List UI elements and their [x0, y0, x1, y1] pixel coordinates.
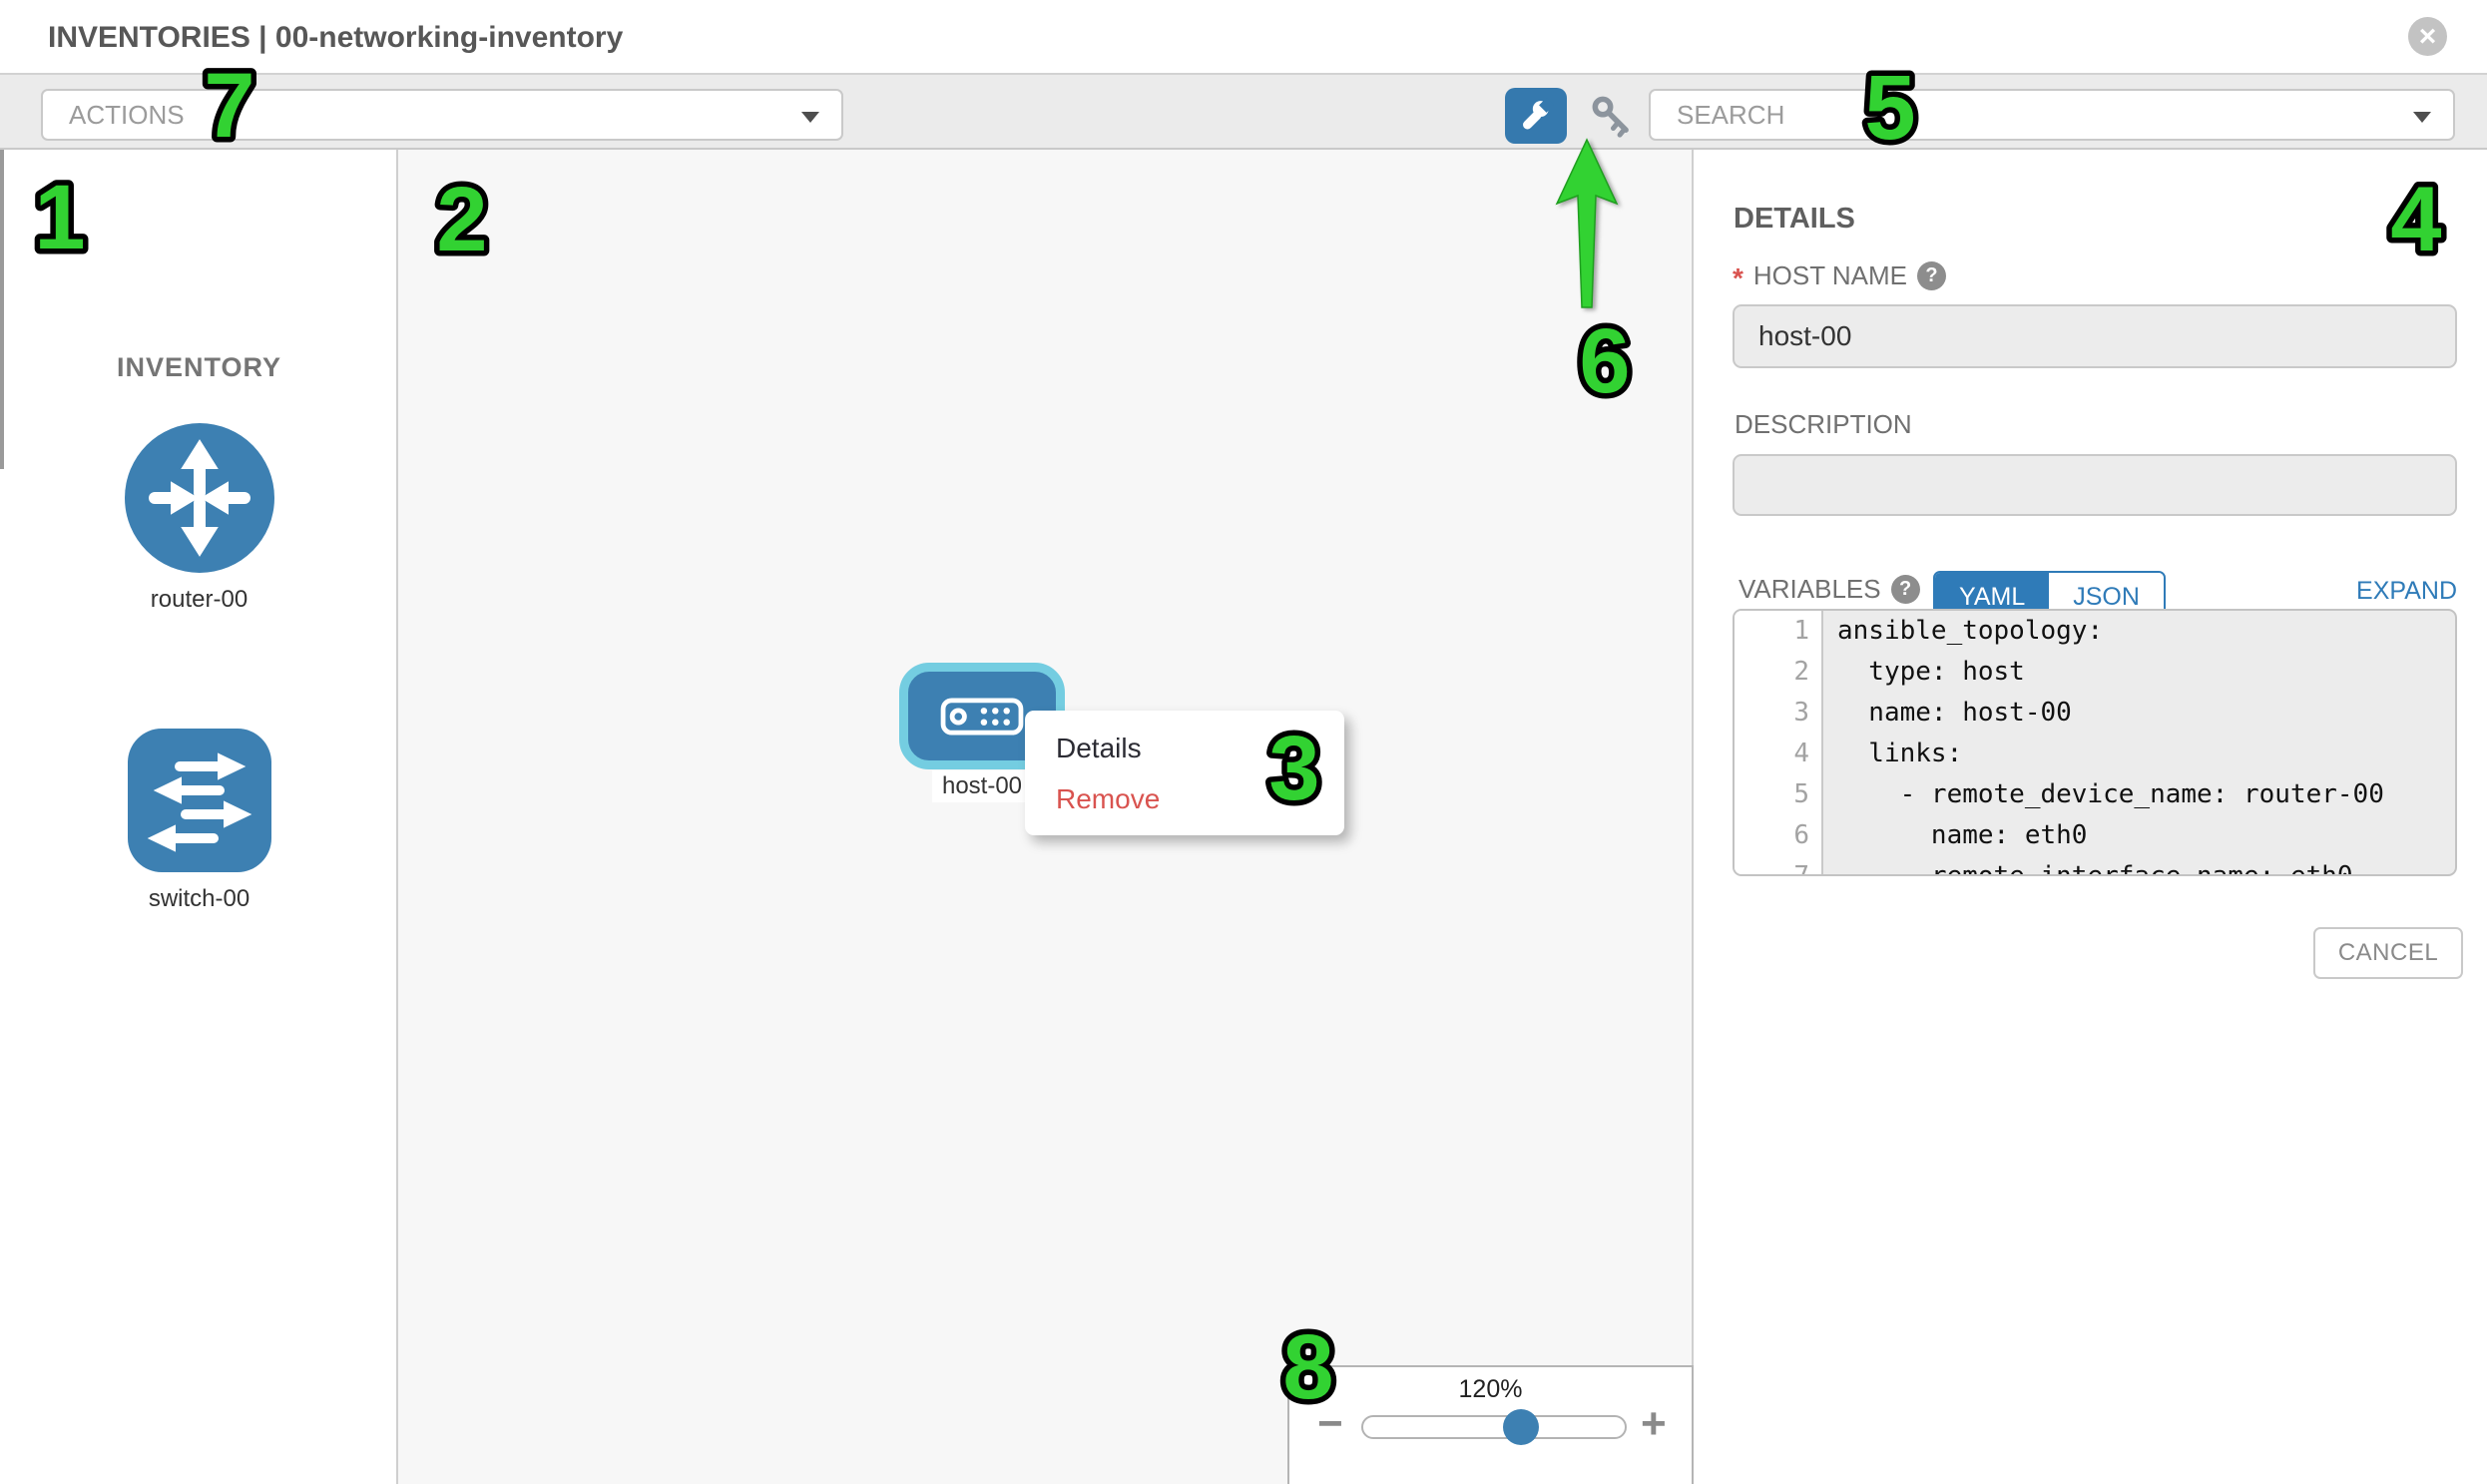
zoom-out-button[interactable]: −	[1317, 1399, 1343, 1448]
zoom-level: 120%	[1458, 1375, 1523, 1403]
sidebar-scrollbar[interactable]	[0, 150, 4, 469]
palette-item-switch[interactable]: switch-00	[0, 729, 398, 913]
chevron-down-icon	[2413, 112, 2431, 123]
toolbar: ACTIONS SEARCH	[0, 73, 2487, 150]
host-name-label-row: * HOST NAME ?	[1733, 259, 1947, 293]
required-marker: *	[1733, 262, 1743, 293]
menu-item-details[interactable]: Details	[1056, 733, 1142, 763]
description-label-row: DESCRIPTION	[1735, 409, 1912, 440]
chevron-down-icon	[801, 112, 819, 123]
code-line: 1 ansible_topology:	[1735, 611, 2455, 652]
host-name-label: HOST NAME	[1752, 259, 1908, 290]
code-line: 5 - remote_device_name: router-00	[1735, 774, 2455, 815]
variables-label-row: VARIABLES ?	[1739, 574, 1920, 605]
credentials-key-button[interactable]	[1589, 95, 1639, 139]
search-dropdown-label: SEARCH	[1677, 100, 1785, 130]
host-node-label: host-00	[899, 770, 1065, 802]
code-line: 2 type: host	[1735, 652, 2455, 693]
topology-canvas[interactable]: host-00 Details Remove 120% − +	[398, 150, 1694, 1484]
palette-item-router[interactable]: router-00	[0, 423, 398, 614]
details-panel: DETAILS * HOST NAME ? DESCRIPTION VARIAB…	[1694, 150, 2487, 1484]
zoom-slider-thumb[interactable]	[1503, 1409, 1539, 1445]
router-icon	[124, 423, 274, 573]
close-icon[interactable]: ×	[2408, 17, 2447, 56]
breadcrumb: INVENTORIES | 00-networking-inventory	[48, 21, 624, 54]
description-input[interactable]	[1733, 454, 2457, 516]
cancel-button[interactable]: CANCEL	[2313, 927, 2463, 979]
switch-icon	[127, 729, 271, 872]
inventory-palette-sidebar: INVENTORY router-00	[0, 150, 398, 1484]
actions-dropdown-label: ACTIONS	[69, 100, 185, 130]
key-icon	[1589, 96, 1639, 143]
menu-item-remove[interactable]: Remove	[1056, 783, 1161, 814]
search-dropdown[interactable]: SEARCH	[1649, 89, 2455, 141]
palette-item-label: switch-00	[148, 885, 250, 912]
zoom-slider-track[interactable]	[1361, 1415, 1627, 1439]
zoom-control: 120% − +	[1287, 1365, 1694, 1484]
host-name-input[interactable]	[1733, 304, 2457, 368]
details-panel-title: DETAILS	[1734, 203, 1855, 235]
code-line: 6 name: eth0	[1735, 815, 2455, 856]
help-icon[interactable]: ?	[1890, 575, 1920, 604]
expand-link[interactable]: EXPAND	[2356, 577, 2457, 605]
description-label: DESCRIPTION	[1735, 409, 1912, 439]
actions-dropdown[interactable]: ACTIONS	[41, 89, 843, 141]
header: INVENTORIES | 00-networking-inventory ×	[0, 0, 2487, 73]
palette-item-label: router-00	[150, 586, 249, 613]
code-line: 4 links:	[1735, 734, 2455, 774]
zoom-in-button[interactable]: +	[1641, 1399, 1667, 1448]
sidebar-title: INVENTORY	[116, 352, 282, 382]
variables-label: VARIABLES	[1739, 574, 1881, 604]
node-context-menu: Details Remove	[1025, 711, 1344, 835]
code-line: 7 remote_interface_name: eth0	[1735, 856, 2455, 874]
configure-button[interactable]	[1505, 88, 1567, 144]
help-icon[interactable]: ?	[1917, 260, 1947, 290]
variables-code-editor[interactable]: 1 ansible_topology: 2 type: host 3 name:…	[1733, 609, 2457, 876]
code-line: 3 name: host-00	[1735, 693, 2455, 734]
